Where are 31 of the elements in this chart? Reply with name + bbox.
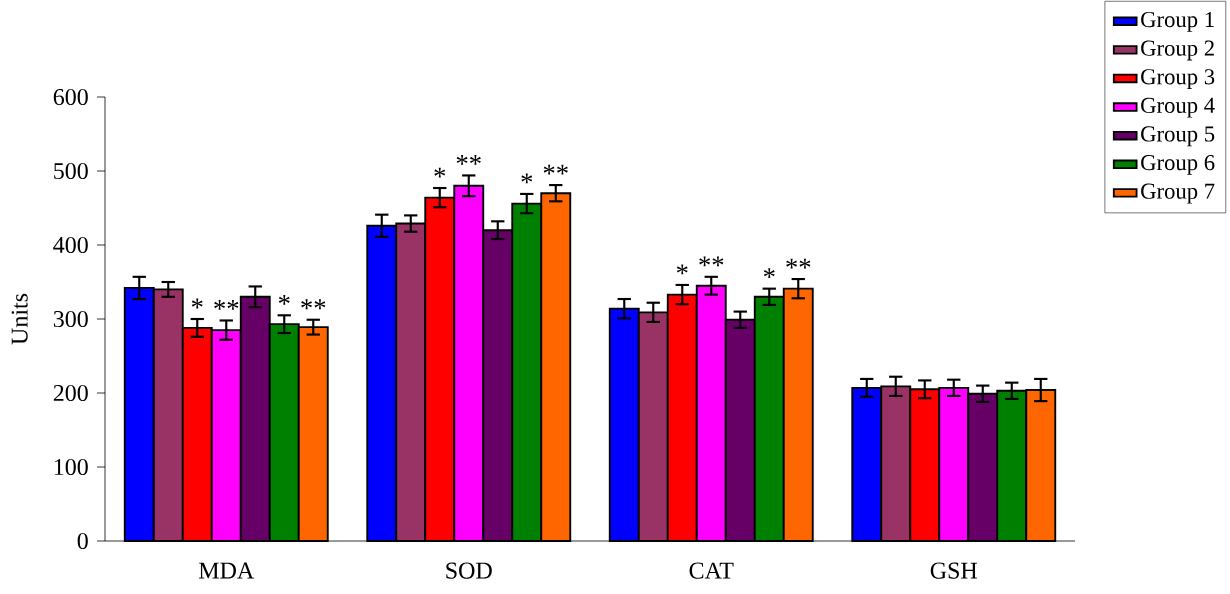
data-label: *	[521, 173, 533, 184]
legend-label: Group 2	[1141, 40, 1214, 61]
y-tick-label: 500	[54, 162, 88, 180]
y-axis-title: Units	[11, 293, 28, 345]
data-label: *	[676, 264, 688, 275]
data-label: **	[786, 258, 811, 269]
data-label: **	[699, 256, 724, 267]
data-label: **	[301, 299, 326, 310]
legend-label: Group 7	[1141, 183, 1215, 204]
legend-label: Group 1	[1141, 11, 1214, 32]
y-tick-label: 400	[53, 236, 88, 254]
data-label: **	[214, 300, 239, 310]
data-label: *	[763, 268, 775, 279]
x-tick-label: GSH	[930, 562, 978, 579]
data-label: *	[191, 298, 203, 309]
y-tick-label: 0	[77, 532, 88, 550]
data-label: **	[543, 164, 568, 175]
data-label: *	[434, 167, 446, 178]
y-tick-label: 200	[53, 384, 88, 402]
legend-label: Group 6	[1141, 154, 1215, 175]
legend-label: Group 4	[1141, 97, 1215, 118]
y-tick-label: 300	[53, 310, 88, 328]
legend-label: Group 3	[1141, 69, 1215, 89]
x-tick-label: SOD	[446, 562, 492, 579]
x-tick-label: MDA	[198, 562, 255, 579]
x-tick-label: CAT	[689, 562, 734, 579]
y-tick-label: 600	[53, 88, 88, 106]
y-tick-label: 100	[54, 458, 88, 476]
data-label: **	[456, 155, 481, 165]
data-label: *	[278, 294, 290, 305]
legend-label: Group 5	[1141, 126, 1215, 147]
